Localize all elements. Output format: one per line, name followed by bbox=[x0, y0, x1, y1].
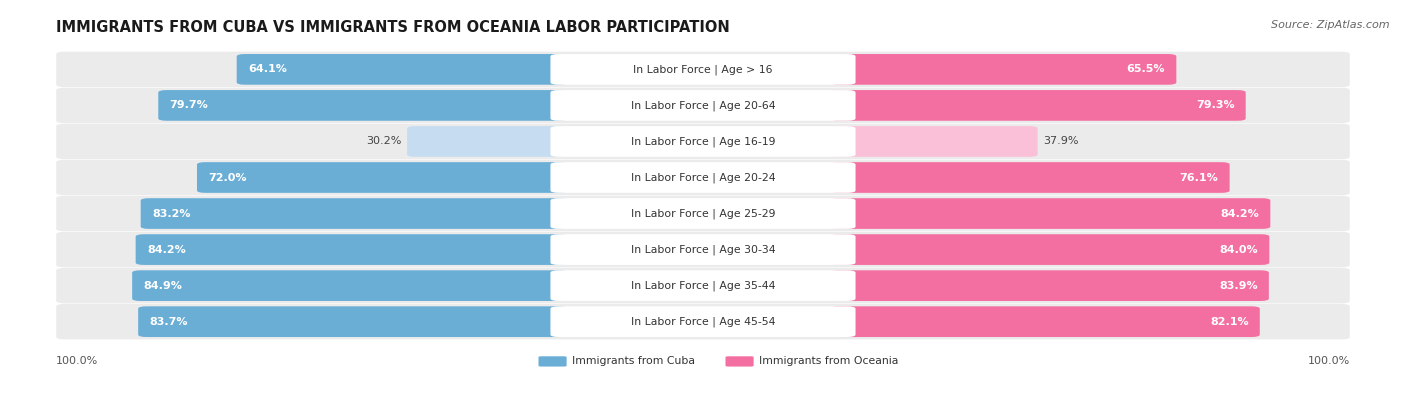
Text: 79.3%: 79.3% bbox=[1197, 100, 1234, 111]
Text: 83.2%: 83.2% bbox=[152, 209, 190, 218]
FancyBboxPatch shape bbox=[197, 162, 568, 193]
FancyBboxPatch shape bbox=[56, 304, 1350, 339]
Text: 84.0%: 84.0% bbox=[1219, 245, 1258, 255]
FancyBboxPatch shape bbox=[56, 160, 1350, 195]
Text: In Labor Force | Age 25-29: In Labor Force | Age 25-29 bbox=[631, 208, 775, 219]
FancyBboxPatch shape bbox=[551, 307, 855, 337]
Text: 65.5%: 65.5% bbox=[1126, 64, 1166, 74]
FancyBboxPatch shape bbox=[830, 126, 1038, 157]
FancyBboxPatch shape bbox=[56, 196, 1350, 231]
Text: 84.2%: 84.2% bbox=[1220, 209, 1260, 218]
Text: 84.2%: 84.2% bbox=[146, 245, 186, 255]
FancyBboxPatch shape bbox=[56, 52, 1350, 87]
Text: In Labor Force | Age 16-19: In Labor Force | Age 16-19 bbox=[631, 136, 775, 147]
Text: In Labor Force | Age > 16: In Labor Force | Age > 16 bbox=[633, 64, 773, 75]
FancyBboxPatch shape bbox=[830, 162, 1230, 193]
FancyBboxPatch shape bbox=[830, 54, 1177, 85]
Text: In Labor Force | Age 35-44: In Labor Force | Age 35-44 bbox=[631, 280, 775, 291]
Text: 100.0%: 100.0% bbox=[1308, 356, 1350, 367]
Text: 84.9%: 84.9% bbox=[143, 280, 183, 291]
FancyBboxPatch shape bbox=[551, 234, 855, 265]
Text: IMMIGRANTS FROM CUBA VS IMMIGRANTS FROM OCEANIA LABOR PARTICIPATION: IMMIGRANTS FROM CUBA VS IMMIGRANTS FROM … bbox=[56, 20, 730, 35]
FancyBboxPatch shape bbox=[830, 307, 1260, 337]
FancyBboxPatch shape bbox=[138, 307, 568, 337]
FancyBboxPatch shape bbox=[56, 232, 1350, 267]
FancyBboxPatch shape bbox=[135, 234, 568, 265]
FancyBboxPatch shape bbox=[538, 356, 567, 367]
FancyBboxPatch shape bbox=[830, 270, 1268, 301]
Text: 82.1%: 82.1% bbox=[1211, 317, 1249, 327]
Text: 37.9%: 37.9% bbox=[1043, 136, 1078, 147]
Text: Immigrants from Oceania: Immigrants from Oceania bbox=[759, 356, 898, 367]
Text: 83.7%: 83.7% bbox=[149, 317, 188, 327]
Text: In Labor Force | Age 30-34: In Labor Force | Age 30-34 bbox=[631, 245, 775, 255]
Text: 30.2%: 30.2% bbox=[366, 136, 402, 147]
Text: 72.0%: 72.0% bbox=[208, 173, 246, 182]
FancyBboxPatch shape bbox=[56, 124, 1350, 159]
Text: 64.1%: 64.1% bbox=[247, 64, 287, 74]
Text: 100.0%: 100.0% bbox=[56, 356, 98, 367]
Text: Immigrants from Cuba: Immigrants from Cuba bbox=[572, 356, 695, 367]
FancyBboxPatch shape bbox=[830, 198, 1271, 229]
FancyBboxPatch shape bbox=[132, 270, 568, 301]
FancyBboxPatch shape bbox=[551, 162, 855, 193]
FancyBboxPatch shape bbox=[551, 198, 855, 229]
Text: In Labor Force | Age 45-54: In Labor Force | Age 45-54 bbox=[631, 316, 775, 327]
FancyBboxPatch shape bbox=[159, 90, 568, 121]
FancyBboxPatch shape bbox=[236, 54, 568, 85]
Text: 83.9%: 83.9% bbox=[1219, 280, 1257, 291]
Text: Source: ZipAtlas.com: Source: ZipAtlas.com bbox=[1271, 20, 1389, 30]
FancyBboxPatch shape bbox=[56, 88, 1350, 123]
FancyBboxPatch shape bbox=[725, 356, 754, 367]
FancyBboxPatch shape bbox=[830, 234, 1270, 265]
Text: In Labor Force | Age 20-64: In Labor Force | Age 20-64 bbox=[631, 100, 775, 111]
FancyBboxPatch shape bbox=[408, 126, 567, 157]
Text: 76.1%: 76.1% bbox=[1180, 173, 1219, 182]
FancyBboxPatch shape bbox=[551, 54, 855, 85]
FancyBboxPatch shape bbox=[551, 90, 855, 121]
Text: In Labor Force | Age 20-24: In Labor Force | Age 20-24 bbox=[631, 172, 775, 183]
Text: 79.7%: 79.7% bbox=[170, 100, 208, 111]
FancyBboxPatch shape bbox=[551, 126, 855, 157]
FancyBboxPatch shape bbox=[830, 90, 1246, 121]
FancyBboxPatch shape bbox=[56, 268, 1350, 303]
FancyBboxPatch shape bbox=[141, 198, 568, 229]
FancyBboxPatch shape bbox=[551, 270, 855, 301]
